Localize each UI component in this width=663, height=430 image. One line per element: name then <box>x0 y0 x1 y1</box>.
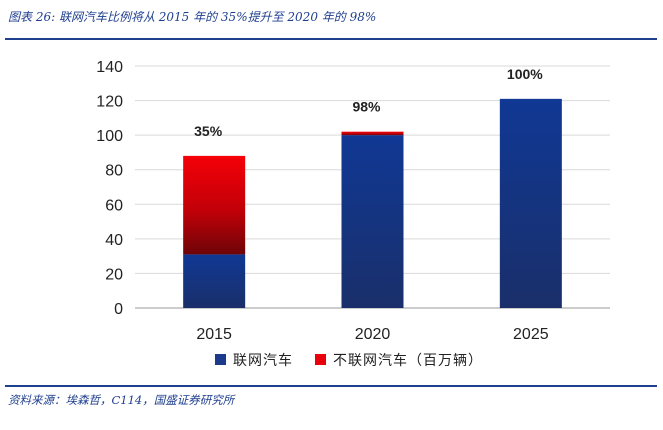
figure-source: 资料来源：埃森哲，C114，国盛证券研究所 <box>8 393 235 407</box>
data-label: 35% <box>194 123 223 139</box>
legend-swatch-unconnected <box>315 354 326 365</box>
x-tick-label: 2020 <box>355 326 391 343</box>
bar-connected-2020 <box>341 135 404 308</box>
bar-unconnected-2020 <box>341 131 404 136</box>
bar-connected-2025 <box>499 98 562 308</box>
y-axis: 0 20 40 60 80 100 120 140 <box>96 59 123 318</box>
figure-title: 图表 26: 联网汽车比例将从 2015 年的 35%提升至 2020 年的 9… <box>8 10 377 24</box>
legend-swatch-connected <box>215 354 226 365</box>
y-tick-label: 20 <box>105 266 123 283</box>
y-tick-label: 0 <box>114 301 123 318</box>
data-labels: 35% 98% 100% <box>194 66 543 139</box>
top-rule <box>5 38 657 40</box>
y-tick-label: 40 <box>105 232 123 249</box>
bottom-rule <box>5 385 657 387</box>
data-label: 100% <box>507 66 543 82</box>
x-tick-label: 2015 <box>196 326 232 343</box>
legend-label-connected: 联网汽车 <box>233 352 293 369</box>
y-tick-label: 100 <box>96 128 123 145</box>
y-tick-label: 60 <box>105 197 123 214</box>
bar-connected-2015 <box>183 254 246 308</box>
legend-label-unconnected: 不联网汽车（百万辆） <box>333 352 483 369</box>
bar-unconnected-2015 <box>183 155 246 255</box>
data-label: 98% <box>352 99 381 115</box>
bars <box>183 98 562 308</box>
x-tick-label: 2025 <box>513 326 549 343</box>
x-axis: 2015 2020 2025 <box>196 326 548 343</box>
y-tick-label: 80 <box>105 163 123 180</box>
y-tick-label: 140 <box>96 59 123 76</box>
y-tick-label: 120 <box>96 94 123 111</box>
legend: 联网汽车 不联网汽车（百万辆） <box>215 352 483 369</box>
